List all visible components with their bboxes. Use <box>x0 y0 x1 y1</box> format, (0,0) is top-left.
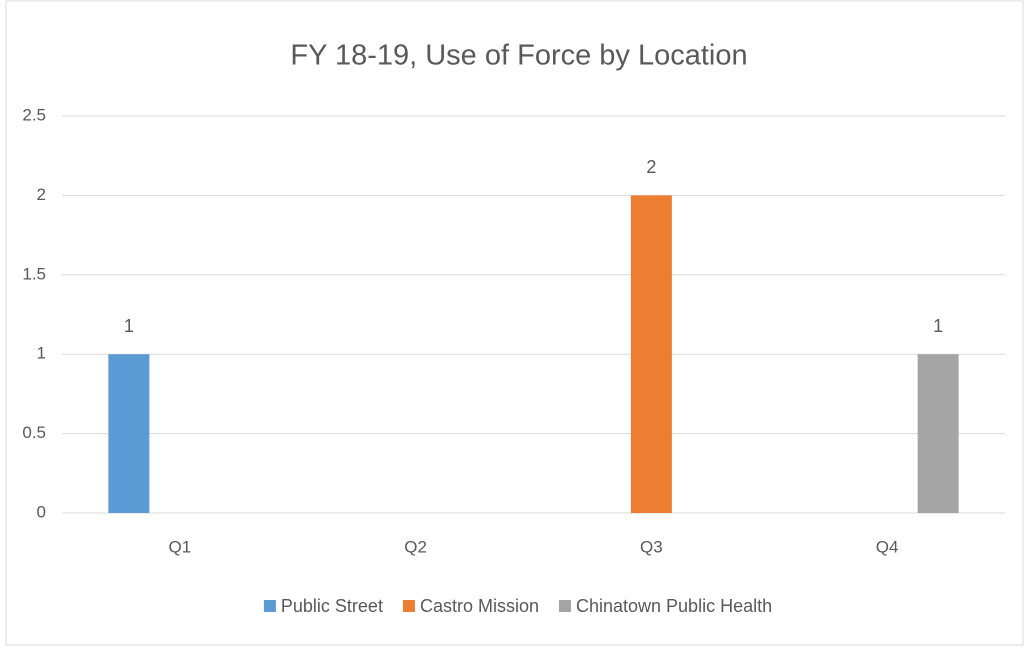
legend-swatch <box>558 600 571 612</box>
bar <box>917 354 959 513</box>
legend-label: Public Street <box>281 596 383 616</box>
data-label: 2 <box>646 157 656 177</box>
y-tick-label: 0.5 <box>22 423 46 442</box>
chart-frame <box>5 0 1024 646</box>
x-tick-label: Q4 <box>876 537 899 556</box>
y-tick-label: 0 <box>37 502 46 521</box>
bar <box>108 354 150 513</box>
legend-swatch <box>263 600 276 612</box>
x-tick-label: Q2 <box>404 537 427 556</box>
y-tick-label: 1.5 <box>22 264 46 283</box>
x-tick-label: Q3 <box>640 537 663 556</box>
y-tick-label: 2 <box>37 185 46 204</box>
chart-title: FY 18-19, Use of Force by Location <box>290 40 747 72</box>
y-tick-label: 2.5 <box>22 105 46 124</box>
legend-label: Castro Mission <box>420 596 539 616</box>
legend-label: Chinatown Public Health <box>576 596 772 616</box>
x-tick-label: Q1 <box>169 537 192 556</box>
data-label: 1 <box>933 316 943 336</box>
bar <box>630 195 672 513</box>
y-tick-label: 1 <box>37 344 46 363</box>
data-label: 1 <box>124 316 134 336</box>
legend-swatch <box>402 600 415 612</box>
